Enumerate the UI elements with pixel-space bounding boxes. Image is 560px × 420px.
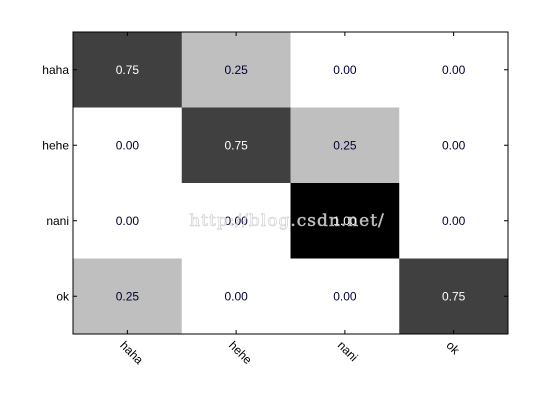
- heatmap-cell: [399, 107, 509, 184]
- ticks-layer: [73, 32, 508, 334]
- y-tick-label: ok: [56, 289, 70, 303]
- cell-value-label: 0.00: [224, 289, 248, 303]
- heatmap-cell: [399, 183, 509, 259]
- cell-value-label: 0.75: [116, 63, 140, 77]
- x-tick-labels: haha hehe nani ok: [117, 338, 463, 367]
- cells-layer: [73, 32, 509, 335]
- y-tick-label: haha: [42, 63, 69, 77]
- watermark-text: http://blog.csdn.net/: [189, 211, 385, 231]
- cell-value-label: 0.00: [224, 214, 248, 228]
- cell-value-label: 0.00: [116, 138, 140, 152]
- cell-labels-layer: 0.75 0.25 0.00 0.00 0.00 0.75 0.25 0.00 0.00 0.00…: [116, 63, 466, 304]
- heatmap-cell: [181, 183, 291, 259]
- y-tick-labels: haha hehe nani ok: [42, 63, 70, 304]
- heatmap-cell: [73, 258, 183, 335]
- cell-value-label: 0.00: [116, 214, 140, 228]
- x-tick-label: haha: [117, 338, 146, 367]
- heatmap-cell: [73, 183, 183, 259]
- cell-value-label: 0.25: [333, 138, 357, 152]
- cell-value-label: 0.25: [224, 63, 248, 77]
- heatmap-cell: [181, 258, 291, 335]
- x-tick-label: ok: [444, 338, 464, 358]
- axes-frame: [72, 31, 509, 335]
- cell-value-label: 1.00: [333, 214, 357, 228]
- heatmap-cell: [290, 32, 400, 108]
- y-tick-label: hehe: [42, 138, 69, 152]
- heatmap-cell: [181, 32, 291, 108]
- cell-value-label: 0.25: [116, 289, 140, 303]
- x-tick-label: hehe: [226, 338, 255, 367]
- heatmap-cell: [290, 258, 400, 335]
- cell-value-label: 0.00: [442, 138, 466, 152]
- cell-value-label: 0.00: [442, 214, 466, 228]
- cell-value-label: 0.00: [333, 63, 357, 77]
- heatmap-cell: [290, 107, 400, 184]
- heatmap-cell: [290, 183, 400, 259]
- cell-value-label: 0.75: [224, 138, 248, 152]
- heatmap-cell: [399, 258, 509, 335]
- y-tick-label: nani: [46, 214, 69, 228]
- cell-value-label: 0.00: [442, 63, 466, 77]
- x-tick-label: nani: [335, 338, 361, 364]
- heatmap-cell: [399, 32, 509, 108]
- cell-value-label: 0.00: [333, 289, 357, 303]
- heatmap-cell: [73, 32, 183, 108]
- heatmap-cell: [73, 107, 183, 184]
- heatmap-cell: [181, 107, 291, 184]
- cell-value-label: 0.75: [442, 289, 466, 303]
